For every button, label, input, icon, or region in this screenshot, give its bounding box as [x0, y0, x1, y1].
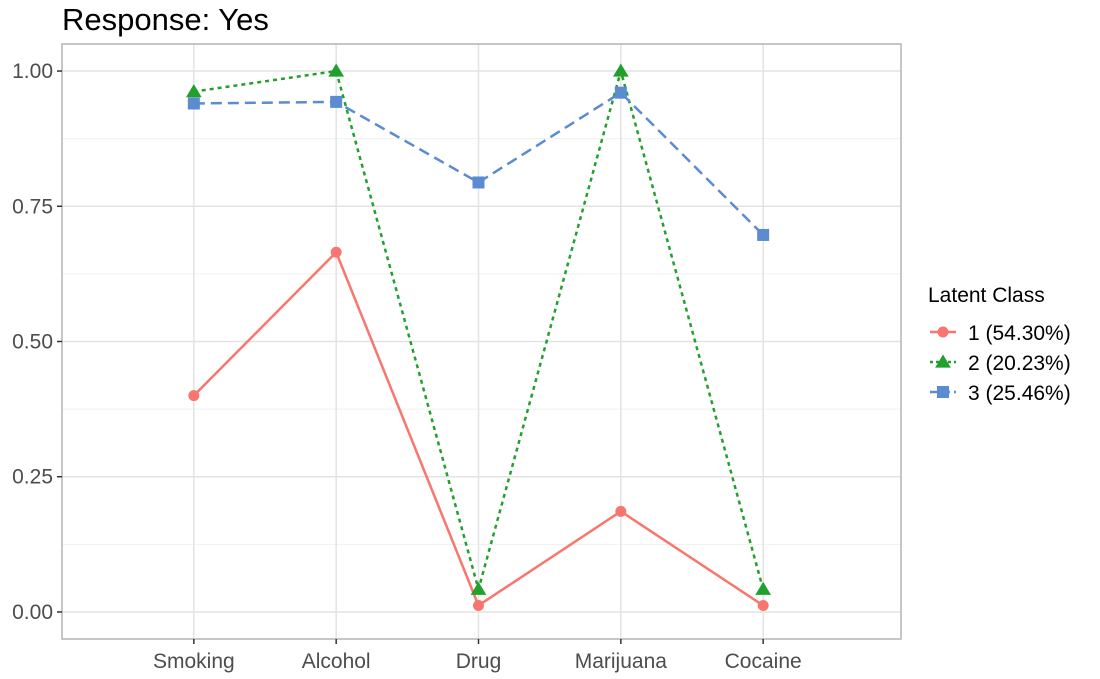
series-3-point: [757, 228, 770, 241]
series-3-point: [187, 97, 200, 110]
legend-key-marker-2: [935, 354, 951, 368]
series-1-point: [330, 246, 342, 258]
series-3-point: [614, 86, 627, 99]
series-2-point: [470, 581, 487, 595]
series-3-point: [472, 176, 485, 189]
series-3-point: [330, 95, 343, 108]
legend-label-2: 2 (20.23%): [968, 352, 1071, 375]
axis-layer: 0.00 0.25 0.50 0.75 1.00 Smoking Alcohol Drug Ma…: [12, 60, 802, 673]
series-1-point: [473, 599, 484, 611]
x-tick-label: Cocaine: [725, 650, 802, 673]
series-2-point: [612, 63, 629, 77]
series-2-point: [185, 84, 202, 98]
series-1-point: [615, 505, 627, 517]
x-tick-label: Alcohol: [302, 650, 371, 673]
chart-title: Response: Yes: [62, 2, 269, 37]
legend-key-marker-1: [937, 326, 949, 338]
series-1-point: [188, 390, 200, 402]
y-tick-label: 0.50: [12, 331, 53, 354]
series-line-3: [193, 91, 765, 236]
x-tick-label: Marijuana: [575, 650, 668, 673]
grid-layer: [61, 43, 902, 640]
x-tick-label: Smoking: [153, 650, 235, 673]
series-1-point: [757, 599, 769, 611]
y-tick-label: 1.00: [12, 60, 53, 83]
legend: Latent Class 1 (54.30%) 2 (20.23%) 3 (25.4…: [928, 284, 1071, 405]
legend-label-1: 1 (54.30%): [968, 322, 1071, 345]
y-tick-label: 0.00: [12, 601, 53, 624]
legend-label-3: 3 (25.46%): [968, 382, 1071, 405]
legend-title: Latent Class: [928, 284, 1045, 307]
y-tick-label: 0.25: [12, 466, 53, 489]
legend-key-marker-3: [937, 386, 949, 398]
series-2-point: [755, 581, 772, 595]
series-2-point: [328, 63, 345, 77]
series-layer: [185, 63, 772, 611]
x-tick-label: Drug: [456, 650, 502, 673]
y-tick-label: 0.75: [12, 195, 53, 218]
